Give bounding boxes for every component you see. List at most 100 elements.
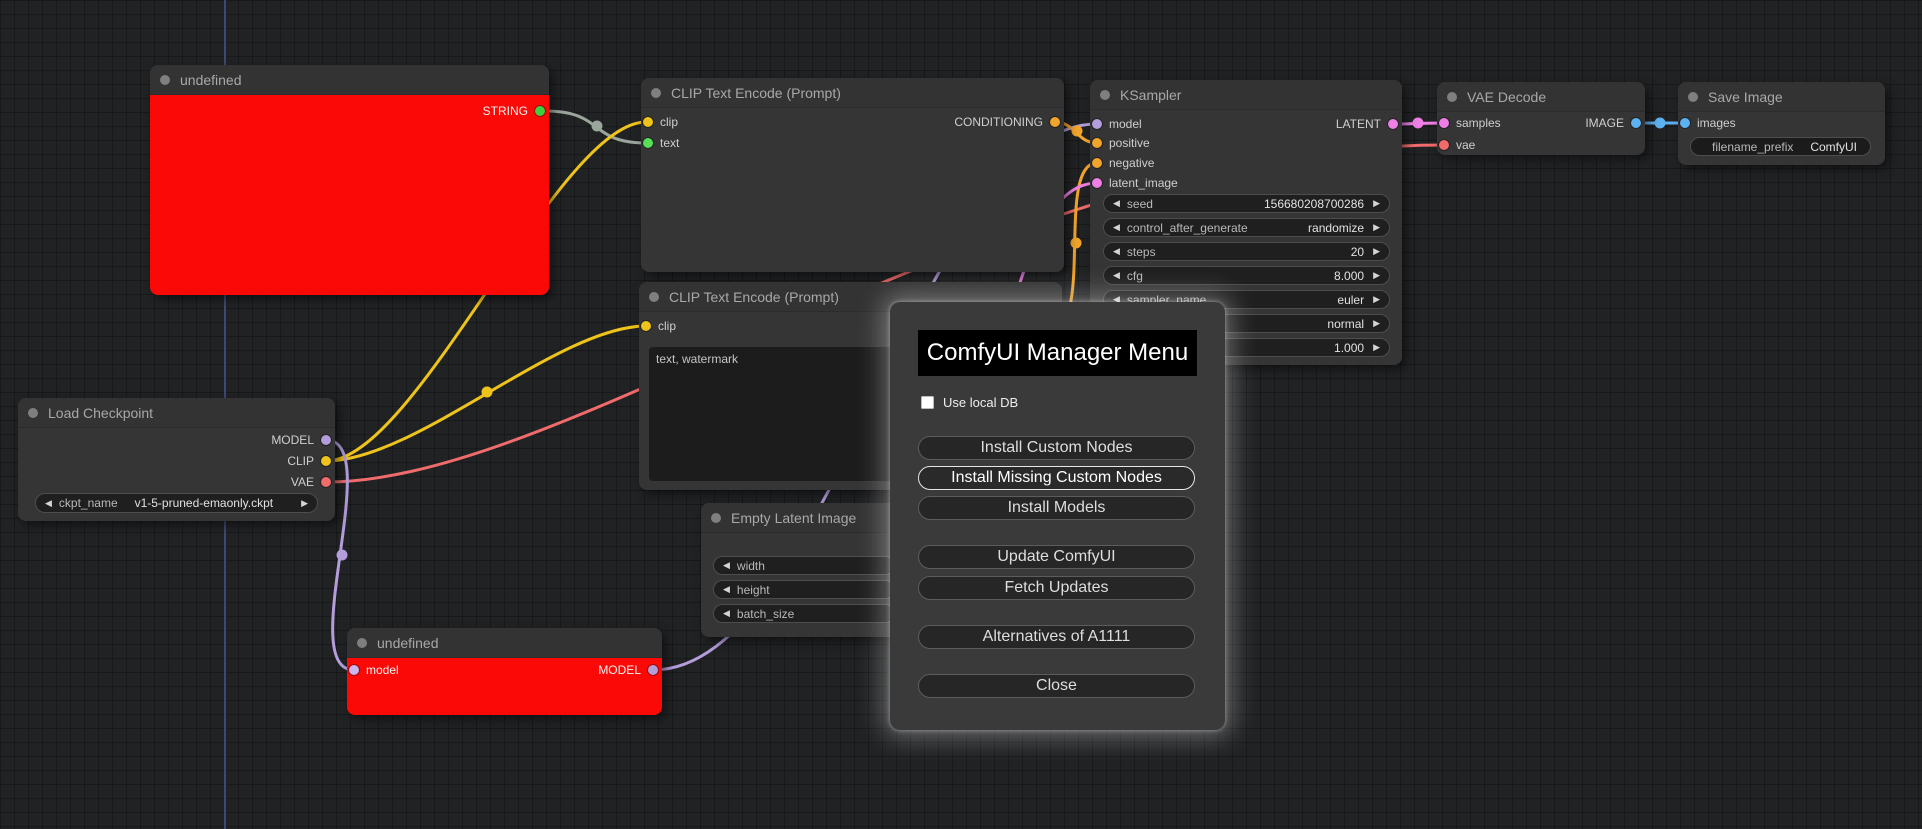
node-collapse-dot[interactable] (711, 513, 721, 523)
widget-batch-size[interactable]: ◀ batch_size (713, 604, 895, 623)
arrow-right-icon[interactable]: ▶ (1373, 222, 1380, 232)
input-slot-dot[interactable] (643, 138, 653, 148)
output-string[interactable]: STRING (483, 104, 545, 118)
node-collapse-dot[interactable] (651, 88, 661, 98)
output-slot-dot[interactable] (321, 477, 331, 487)
node-title-bar[interactable]: undefined (347, 628, 662, 658)
arrow-right-icon[interactable]: ▶ (1373, 270, 1380, 280)
node-collapse-dot[interactable] (357, 638, 367, 648)
input-negative[interactable]: negative (1092, 156, 1154, 170)
install-missing-custom-nodes-button[interactable]: Install Missing Custom Nodes (918, 466, 1195, 490)
node-undefined-string[interactable]: undefined STRING (150, 65, 549, 295)
input-slot-dot[interactable] (643, 117, 653, 127)
node-title-bar[interactable]: Load Checkpoint (18, 398, 335, 428)
reroute-dot-pink[interactable] (1412, 117, 1424, 129)
install-custom-nodes-button[interactable]: Install Custom Nodes (918, 436, 1195, 460)
reroute-dot-purple[interactable] (336, 549, 348, 561)
arrow-right-icon[interactable]: ▶ (301, 497, 308, 508)
reroute-dot-yellow[interactable] (481, 386, 493, 398)
node-collapse-dot[interactable] (28, 408, 38, 418)
input-model[interactable]: model (349, 663, 399, 677)
arrow-left-icon[interactable]: ◀ (1113, 294, 1120, 304)
input-clip[interactable]: clip (643, 115, 678, 129)
node-clip-text-encode-1[interactable]: CLIP Text Encode (Prompt) clip text COND… (641, 78, 1064, 272)
arrow-left-icon[interactable]: ◀ (1113, 198, 1120, 208)
node-load-checkpoint[interactable]: Load Checkpoint MODEL CLIP VAE ◀ ckpt_na… (18, 398, 335, 521)
node-title-bar[interactable]: KSampler (1090, 80, 1402, 110)
node-title-bar[interactable]: undefined (150, 65, 549, 95)
arrow-left-icon[interactable]: ◀ (723, 608, 730, 618)
arrow-right-icon[interactable]: ▶ (1373, 198, 1380, 208)
input-model[interactable]: model (1092, 117, 1142, 131)
close-button[interactable]: Close (918, 674, 1195, 698)
input-slot-dot[interactable] (1680, 118, 1690, 128)
arrow-left-icon[interactable]: ◀ (1113, 222, 1120, 232)
fetch-updates-button[interactable]: Fetch Updates (918, 576, 1195, 600)
input-images[interactable]: images (1680, 116, 1736, 130)
input-clip[interactable]: clip (641, 319, 676, 333)
arrow-right-icon[interactable]: ▶ (1373, 342, 1380, 352)
node-collapse-dot[interactable] (1688, 92, 1698, 102)
input-slot-dot[interactable] (1092, 158, 1102, 168)
widget-control-after-generate[interactable]: ◀ control_after_generate randomize ▶ (1103, 218, 1390, 237)
node-collapse-dot[interactable] (1447, 92, 1457, 102)
arrow-left-icon[interactable]: ◀ (45, 497, 52, 508)
input-slot-dot[interactable] (1439, 118, 1449, 128)
input-slot-dot[interactable] (641, 321, 651, 331)
reroute-dot-orange-negative[interactable] (1070, 237, 1082, 249)
node-vae-decode[interactable]: VAE Decode samples vae IMAGE (1437, 82, 1645, 155)
widget-cfg[interactable]: ◀ cfg 8.000 ▶ (1103, 266, 1390, 285)
reroute-dot-orange-positive[interactable] (1071, 125, 1083, 137)
output-slot-dot[interactable] (535, 106, 545, 116)
output-slot-dot[interactable] (1388, 119, 1398, 129)
install-models-button[interactable]: Install Models (918, 496, 1195, 520)
output-latent[interactable]: LATENT (1336, 117, 1398, 131)
node-collapse-dot[interactable] (1100, 90, 1110, 100)
input-slot-dot[interactable] (1092, 178, 1102, 188)
output-slot-dot[interactable] (648, 665, 658, 675)
arrow-left-icon[interactable]: ◀ (723, 560, 730, 570)
widget-filename-prefix[interactable]: filename_prefix ComfyUI (1690, 137, 1871, 156)
reroute-dot-gray[interactable] (591, 120, 603, 132)
node-collapse-dot[interactable] (649, 292, 659, 302)
node-save-image[interactable]: Save Image images filename_prefix ComfyU… (1678, 82, 1885, 165)
node-title-bar[interactable]: VAE Decode (1437, 82, 1645, 112)
output-slot-dot[interactable] (321, 456, 331, 466)
input-latent-image[interactable]: latent_image (1092, 176, 1178, 190)
widget-seed[interactable]: ◀ seed 156680208700286 ▶ (1103, 194, 1390, 213)
use-local-db-checkbox[interactable] (921, 396, 934, 409)
output-slot-dot[interactable] (1050, 117, 1060, 127)
arrow-left-icon[interactable]: ◀ (1113, 270, 1120, 280)
node-title-bar[interactable]: CLIP Text Encode (Prompt) (641, 78, 1064, 108)
input-slot-dot[interactable] (1092, 119, 1102, 129)
input-slot-dot[interactable] (1439, 140, 1449, 150)
output-slot-dot[interactable] (1631, 118, 1641, 128)
output-vae[interactable]: VAE (291, 475, 331, 489)
output-slot-dot[interactable] (321, 435, 331, 445)
node-title-bar[interactable]: Empty Latent Image (701, 503, 901, 533)
alternatives-of-a1111-button[interactable]: Alternatives of A1111 (918, 625, 1195, 649)
input-vae[interactable]: vae (1439, 138, 1475, 152)
output-conditioning[interactable]: CONDITIONING (954, 115, 1060, 129)
output-model[interactable]: MODEL (271, 433, 331, 447)
node-collapse-dot[interactable] (160, 75, 170, 85)
widget-steps[interactable]: ◀ steps 20 ▶ (1103, 242, 1390, 261)
widget-ckpt-name[interactable]: ◀ ckpt_name v1-5-pruned-emaonly.ckpt ▶ (35, 493, 318, 513)
widget-width[interactable]: ◀ width (713, 556, 895, 575)
arrow-left-icon[interactable]: ◀ (1113, 246, 1120, 256)
reroute-dot-blue[interactable] (1654, 117, 1666, 129)
output-image[interactable]: IMAGE (1585, 116, 1641, 130)
arrow-right-icon[interactable]: ▶ (1373, 246, 1380, 256)
use-local-db-row[interactable]: Use local DB (921, 395, 1018, 410)
input-slot-dot[interactable] (349, 665, 359, 675)
input-text[interactable]: text (643, 136, 679, 150)
update-comfyui-button[interactable]: Update ComfyUI (918, 545, 1195, 569)
node-undefined-model[interactable]: undefined model MODEL (347, 628, 662, 715)
input-positive[interactable]: positive (1092, 136, 1150, 150)
arrow-right-icon[interactable]: ▶ (1373, 294, 1380, 304)
arrow-right-icon[interactable]: ▶ (1373, 318, 1380, 328)
input-samples[interactable]: samples (1439, 116, 1501, 130)
node-title-bar[interactable]: Save Image (1678, 82, 1885, 112)
node-empty-latent-image[interactable]: Empty Latent Image ◀ width ◀ height ◀ ba… (701, 503, 901, 637)
